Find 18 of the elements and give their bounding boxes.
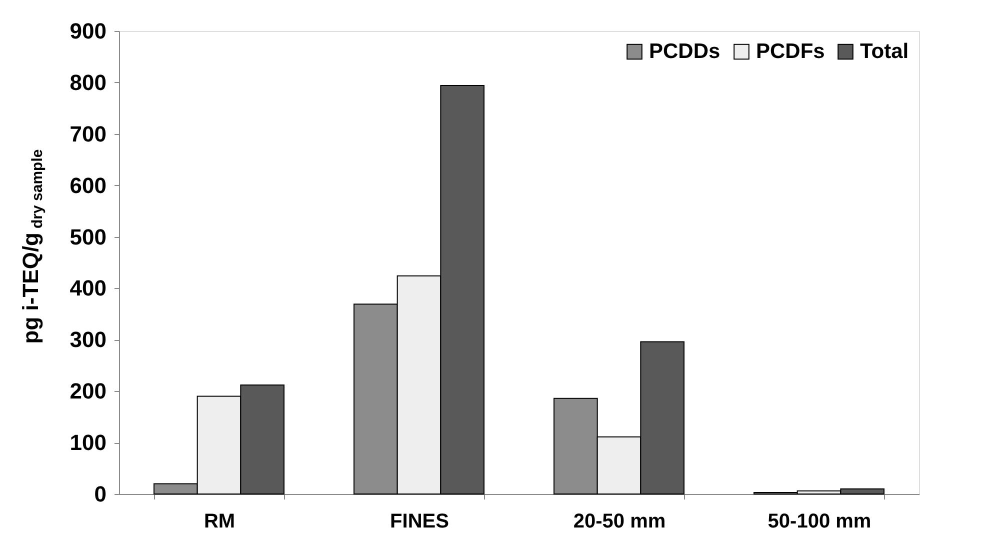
x-tick-label: 50-100 mm <box>768 510 872 532</box>
y-tick-label: 500 <box>70 224 106 250</box>
y-tick-label: 800 <box>70 70 106 95</box>
y-tick-label: 300 <box>70 327 106 352</box>
y-tick-label: 900 <box>70 18 106 44</box>
x-tick-label: RM <box>204 510 236 532</box>
legend-label: PCDFs <box>756 40 825 63</box>
y-tick-label: 400 <box>70 276 106 301</box>
y-tick-label: 600 <box>70 172 106 198</box>
legend-label: PCDDs <box>649 40 720 63</box>
legend-label: Total <box>860 40 909 63</box>
x-tick-label: FINES <box>390 510 449 532</box>
x-tick-label: 20-50 mm <box>573 510 666 532</box>
y-axis-title: pg i-TEQ/gdry sample <box>18 149 46 344</box>
y-tick-label: 700 <box>70 121 106 146</box>
y-tick-label: 200 <box>70 378 106 404</box>
y-tick-label: 0 <box>94 482 106 506</box>
y-tick-label: 100 <box>70 430 106 456</box>
